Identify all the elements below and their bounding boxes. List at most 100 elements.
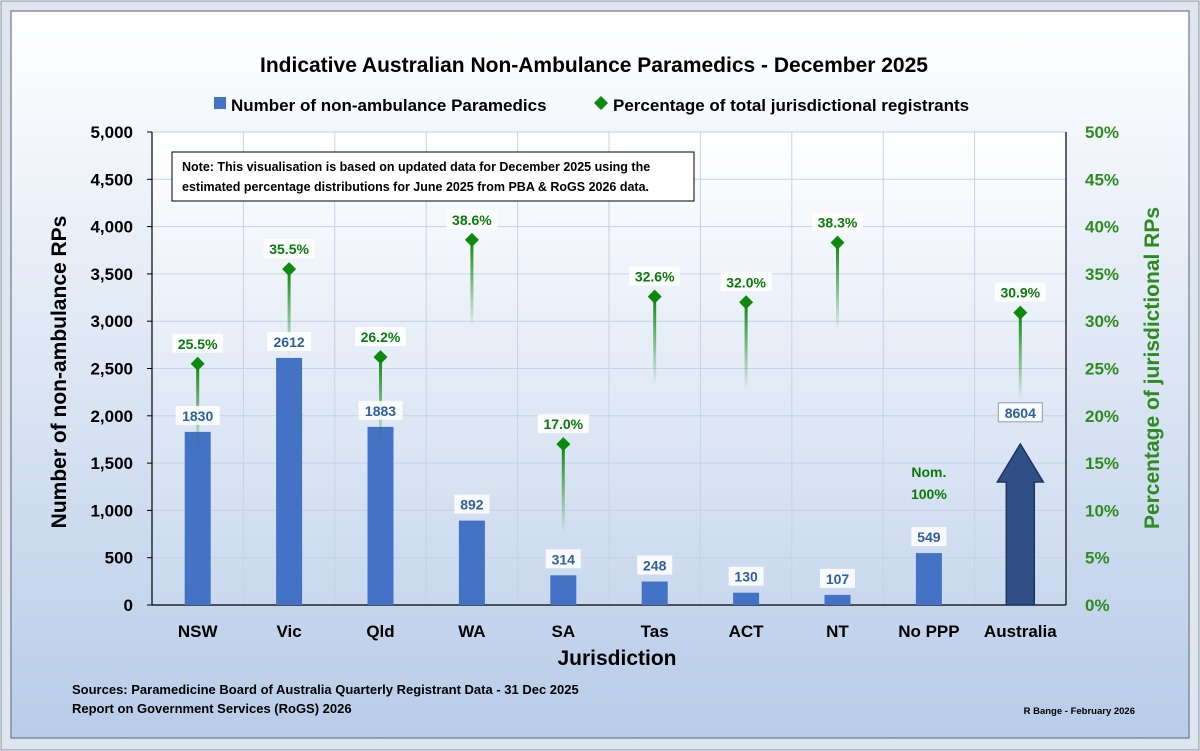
bar-value-label-group: 549 bbox=[911, 527, 947, 547]
y-tick-label: 2,000 bbox=[90, 407, 133, 426]
bar-value-label-group: 107 bbox=[820, 568, 855, 588]
pct-value-label-group: 32.6% bbox=[629, 266, 681, 286]
bar-value-label: 248 bbox=[643, 558, 667, 574]
bar-value-label: 2612 bbox=[274, 334, 305, 350]
y2-tick-label: 15% bbox=[1085, 454, 1119, 473]
pct-value-label-group: 38.6% bbox=[446, 209, 498, 229]
x-tick-label: Vic bbox=[276, 622, 301, 641]
pct-value-label-bg bbox=[537, 414, 589, 434]
pct-marker bbox=[1013, 305, 1028, 320]
y-tick-label: 3,000 bbox=[90, 312, 133, 331]
pct-value-label-group: 17.0% bbox=[537, 414, 589, 434]
legend-bar-label: Number of non-ambulance Paramedics bbox=[231, 96, 547, 115]
sources-line-1: Sources: Paramedicine Board of Australia… bbox=[72, 682, 579, 697]
y2-tick-label: 25% bbox=[1085, 360, 1119, 379]
y-tick-label: 1,500 bbox=[90, 454, 133, 473]
pct-value-label-group: 26.2% bbox=[355, 327, 406, 347]
bar-value-label-group: 892 bbox=[454, 494, 490, 514]
sources-line-2: Report on Government Services (RoGS) 202… bbox=[72, 701, 352, 716]
pct-value-label-bg bbox=[629, 266, 681, 286]
pct-value-label-bg bbox=[355, 327, 406, 347]
pct-value-label: 38.6% bbox=[452, 212, 492, 228]
y2-tick-label: 45% bbox=[1085, 170, 1119, 189]
pct-value-label-group: 30.9% bbox=[994, 282, 1046, 302]
bar-value-label: 314 bbox=[552, 551, 576, 567]
y-tick-label: 0 bbox=[124, 596, 133, 615]
pct-marker bbox=[556, 437, 571, 452]
pct-value-label: 25.5% bbox=[178, 336, 218, 352]
y2-tick-label: 30% bbox=[1085, 312, 1119, 331]
pct-marker bbox=[190, 356, 205, 371]
bar-value-label-bg bbox=[267, 331, 312, 351]
bar-value-label-bg bbox=[911, 527, 947, 547]
pct-marker bbox=[830, 235, 845, 250]
pct-value-label-bg bbox=[812, 212, 863, 232]
x-tick-label: NSW bbox=[178, 622, 219, 641]
bar-value-label-bg bbox=[997, 402, 1043, 423]
bar bbox=[184, 431, 211, 605]
bar-value-label-group: 1883 bbox=[358, 400, 403, 420]
pct-value-label: 38.3% bbox=[818, 215, 858, 231]
x-axis-title: Jurisdiction bbox=[557, 647, 676, 670]
pct-value-label: 30.9% bbox=[1000, 285, 1040, 301]
y-tick-label: 4,000 bbox=[90, 218, 133, 237]
y2-tick-label: 35% bbox=[1085, 265, 1119, 284]
bar bbox=[458, 520, 485, 605]
y2-tick-label: 5% bbox=[1085, 549, 1110, 568]
note-line-1: Note: This visualisation is based on upd… bbox=[182, 160, 650, 174]
pct-marker bbox=[282, 262, 297, 277]
bar-value-label: 892 bbox=[460, 497, 484, 513]
pct-value-label: 100% bbox=[911, 486, 947, 502]
bar-value-label: 1830 bbox=[182, 408, 213, 424]
pct-stem bbox=[287, 269, 291, 358]
y2-tick-label: 40% bbox=[1085, 218, 1119, 237]
bar-value-label: 8604 bbox=[1005, 405, 1036, 421]
bar-value-label-bg bbox=[637, 555, 673, 575]
y-tick-label: 1,000 bbox=[90, 501, 133, 520]
pct-value-label-bg bbox=[994, 282, 1046, 302]
pct-value-label-bg bbox=[446, 209, 498, 229]
bar bbox=[824, 594, 851, 605]
bar-value-label-bg bbox=[175, 405, 220, 425]
legend: Number of non-ambulance Paramedics Perce… bbox=[214, 96, 969, 115]
bar-value-label-group: 1830 bbox=[175, 405, 220, 425]
pct-value-label: 26.2% bbox=[361, 329, 401, 345]
category-separators bbox=[242, 132, 976, 611]
bar-value-label-bg bbox=[820, 568, 855, 588]
pct-stem bbox=[744, 302, 748, 391]
pct-stem bbox=[561, 444, 565, 533]
pct-value-label-bg bbox=[720, 272, 772, 292]
y-tick-label: 3,500 bbox=[90, 265, 133, 284]
bar-value-label-group: 314 bbox=[545, 549, 581, 569]
note-box-frame bbox=[171, 151, 695, 202]
bar-value-label-bg bbox=[358, 400, 403, 420]
data-labels: 1830 2612 1883 892 314 248 130 107 549 8604 25.5% 3… bbox=[172, 209, 1046, 588]
y2-tick-label: 50% bbox=[1085, 123, 1119, 142]
x-tick-label: Tas bbox=[641, 622, 669, 641]
pct-value-label-group: 35.5% bbox=[263, 239, 315, 259]
legend-bar-swatch bbox=[214, 97, 226, 109]
y-tick-label: 4,500 bbox=[90, 170, 133, 189]
bar bbox=[641, 581, 668, 605]
bar bbox=[367, 426, 394, 605]
bar bbox=[550, 575, 577, 605]
pct-value-label: Nom. bbox=[911, 464, 946, 480]
x-tick-label: SA bbox=[551, 622, 575, 641]
y-tick-label: 5,000 bbox=[90, 123, 133, 142]
y2-tick-label: 20% bbox=[1085, 407, 1119, 426]
bar-value-label: 549 bbox=[917, 529, 941, 545]
x-tick-label: No PPP bbox=[898, 622, 959, 641]
note-line-2: estimated percentage distributions for J… bbox=[182, 180, 649, 194]
bar-value-label-bg bbox=[545, 549, 581, 569]
pct-marker bbox=[739, 295, 754, 310]
pct-stem bbox=[836, 242, 839, 331]
bar-value-label-group: 248 bbox=[637, 555, 673, 575]
bar-value-label: 1883 bbox=[365, 403, 396, 419]
bar-series bbox=[184, 357, 1045, 606]
y2-axis-title: Percentage of jurisdictional RPs bbox=[1141, 207, 1164, 529]
bar-arrow-australia bbox=[995, 442, 1045, 606]
pct-stem bbox=[1018, 312, 1022, 401]
y2-tick-label: 10% bbox=[1085, 501, 1119, 520]
credit-text: R Bange - February 2026 bbox=[1024, 706, 1135, 717]
y-tick-label: 500 bbox=[105, 549, 133, 568]
